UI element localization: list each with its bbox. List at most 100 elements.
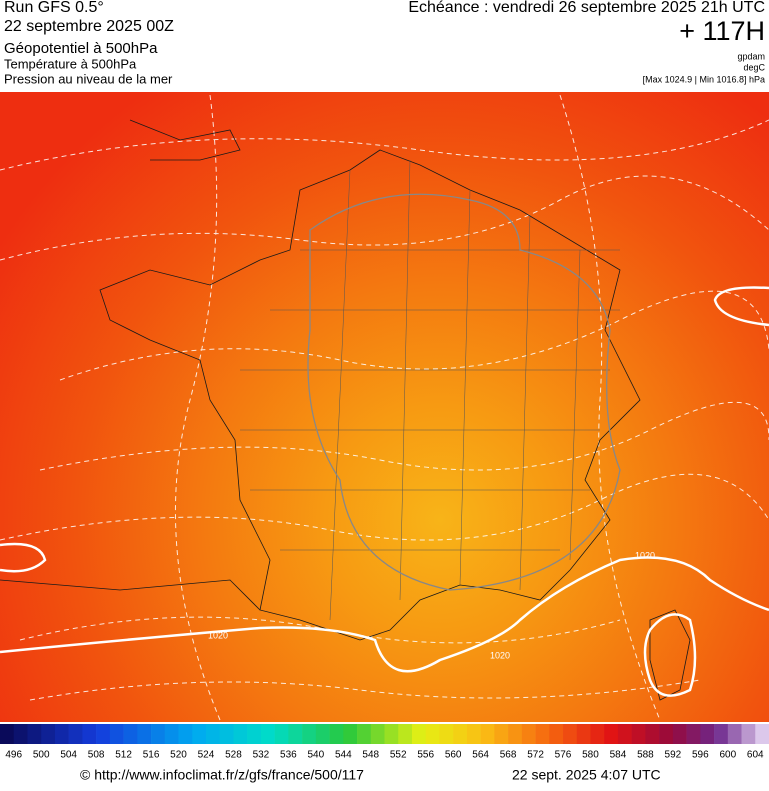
color-swatch	[68, 724, 83, 744]
run: Run GFS 0.5°	[4, 0, 104, 16]
field: Géopotentiel à 500hPa	[4, 40, 158, 57]
colorbar-label: 572	[527, 750, 544, 761]
color-swatch	[453, 724, 468, 744]
colorbar-label: 592	[665, 750, 682, 761]
color-swatch	[233, 724, 248, 744]
color-swatch	[672, 724, 687, 744]
contour-label: 1020	[208, 630, 228, 640]
color-swatch	[96, 724, 111, 744]
colorbar-label: 528	[225, 750, 242, 761]
colorbar-label: 504	[60, 750, 77, 761]
unit-geo: gpdam	[737, 51, 765, 61]
colorbar-label: 532	[253, 750, 270, 761]
color-swatch	[686, 724, 701, 744]
departments	[240, 159, 620, 621]
color-swatch	[466, 724, 481, 744]
colorbar-label: 508	[88, 750, 105, 761]
color-swatch	[123, 724, 138, 744]
color-swatch	[274, 724, 289, 744]
color-swatch	[727, 724, 742, 744]
color-swatch	[288, 724, 303, 744]
colorbar-label: 564	[472, 750, 489, 761]
color-swatch	[370, 724, 385, 744]
colorbar-label: 568	[500, 750, 517, 761]
color-swatch	[425, 724, 440, 744]
temperature-isoline	[307, 193, 621, 591]
colorbar-label: 560	[445, 750, 462, 761]
colorbar-label: 552	[390, 750, 407, 761]
color-swatch	[54, 724, 69, 744]
color-swatch	[617, 724, 632, 744]
color-swatch	[357, 724, 372, 744]
colorbar-label: 580	[582, 750, 599, 761]
color-swatch	[411, 724, 426, 744]
color-swatch	[714, 724, 729, 744]
colorbar-label: 548	[362, 750, 379, 761]
colorbar-label: 584	[610, 750, 627, 761]
colorbar-label: 576	[555, 750, 572, 761]
color-swatch	[755, 724, 769, 744]
color-swatch	[302, 724, 317, 744]
map: 1020 1020 1020	[0, 92, 769, 722]
colorbar-label: 536	[280, 750, 297, 761]
color-swatch	[563, 724, 578, 744]
color-swatch	[576, 724, 591, 744]
run-date: 22 septembre 2025 00Z	[4, 18, 174, 35]
color-swatch	[178, 724, 193, 744]
contour-label: 1020	[490, 650, 510, 660]
color-swatch	[535, 724, 550, 744]
colorbar-label: 520	[170, 750, 187, 761]
colorbar-label: 556	[417, 750, 434, 761]
colorbar-label: 516	[143, 750, 160, 761]
colorbar-label: 512	[115, 750, 132, 761]
colorbar-label: 604	[747, 750, 764, 761]
max-min: [Max 1024.9 | Min 1016.8] hPa	[643, 74, 765, 84]
color-swatch	[439, 724, 454, 744]
color-swatch	[329, 724, 344, 744]
pressure-contours	[0, 286, 769, 697]
color-swatch	[260, 724, 275, 744]
colorbar: 496 500 504 508 512 516 520 524 528 532 536 540 544 5…	[0, 724, 769, 761]
color-swatch	[13, 724, 28, 744]
color-swatch	[109, 724, 124, 744]
color-swatch	[219, 724, 234, 744]
source-url: © http://www.infoclimat.fr/z/gfs/france/…	[80, 767, 364, 783]
color-swatch	[137, 724, 152, 744]
color-swatch	[521, 724, 536, 744]
timestamp: 22 sept. 2025 4:07 UTC	[512, 767, 661, 783]
color-swatch	[192, 724, 207, 744]
color-swatch	[398, 724, 413, 744]
color-swatch	[247, 724, 262, 744]
temperature: Température à 500hPa	[4, 56, 137, 71]
color-swatch	[700, 724, 715, 744]
color-swatch	[494, 724, 509, 744]
color-swatch	[604, 724, 619, 744]
temperature-contours	[0, 94, 769, 721]
colorbar-label: 588	[637, 750, 654, 761]
hour: + 117H	[679, 16, 765, 46]
color-swatch	[41, 724, 56, 744]
coastlines	[0, 119, 691, 701]
color-swatch	[27, 724, 42, 744]
color-swatch	[0, 724, 15, 744]
contour-label: 1020	[635, 550, 655, 560]
unit-temp: degC	[743, 62, 765, 72]
colorbar-label: 544	[335, 750, 352, 761]
pressure: Pression au niveau de la mer	[4, 71, 173, 86]
color-swatch	[645, 724, 660, 744]
colorbar-label: 540	[307, 750, 324, 761]
color-swatch	[631, 724, 646, 744]
colorbar-label: 500	[33, 750, 50, 761]
colorbar-label: 596	[692, 750, 709, 761]
echeance: Echéance : vendredi 26 septembre 2025 21…	[408, 0, 765, 16]
color-swatch	[549, 724, 564, 744]
color-swatch	[205, 724, 221, 744]
color-swatch	[82, 724, 97, 744]
colorbar-label: 496	[5, 750, 22, 761]
colorbar-label: 524	[198, 750, 215, 761]
color-swatch	[343, 724, 358, 744]
color-swatch	[315, 724, 330, 744]
color-swatch	[741, 724, 756, 744]
color-swatch	[508, 724, 523, 744]
